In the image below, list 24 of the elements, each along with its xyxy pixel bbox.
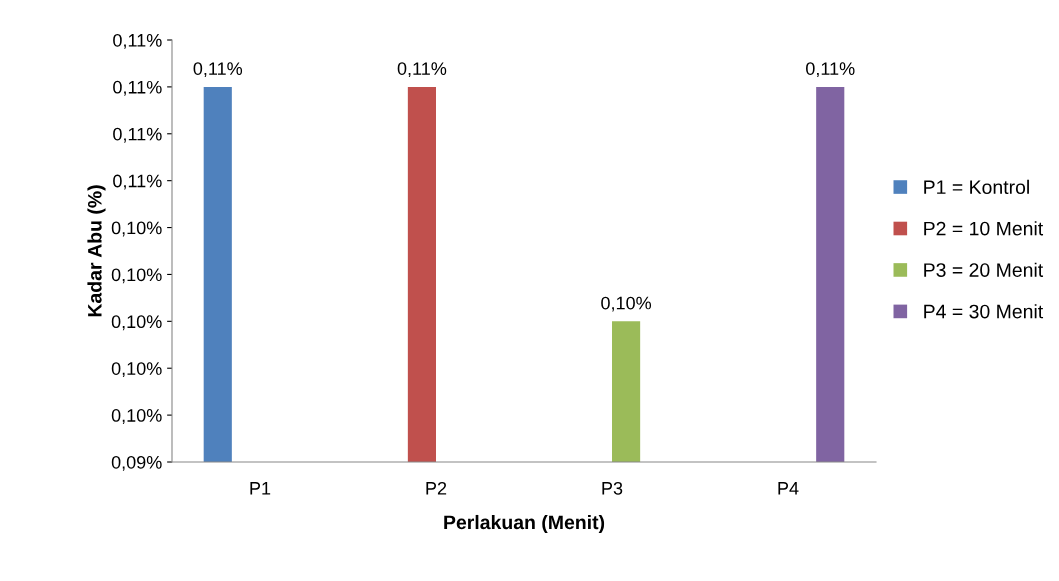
x-tick-label: P2 [426,481,447,495]
y-tick-label: 0,11% [113,174,162,190]
x-tick-label: P3 [602,481,623,495]
legend-label: P2 = 10 Menit [924,221,1044,236]
y-tick-label: 0,09% [111,455,162,471]
y-tick-label: 0,10% [111,409,162,424]
y-tick-label: 0,11% [113,33,162,49]
x-tick-label: P4 [778,482,799,495]
data-label: 0,11% [193,62,243,78]
legend-label: P1 = Kontrol [924,179,1029,195]
y-tick-label: 0,10% [111,268,162,284]
legend-label: P4 = 30 Menit [924,304,1044,319]
y-tick-label: 0,10% [111,362,162,378]
y-tick-label: 0,10% [111,315,162,331]
x-axis-title: Perlakuan (Menit) [444,514,605,534]
x-tick-label: P1 [250,482,271,495]
y-tick-label: 0,10% [111,221,162,237]
y-axis-title: Kadar Abu (%) [87,185,106,317]
data-label: 0,11% [806,62,855,78]
data-label: 0,10% [601,296,652,312]
y-tick-label: 0,11% [113,80,162,96]
y-tick-label: 0,11% [113,127,162,143]
data-label: 0,11% [397,62,447,78]
legend-label: P3 = 20 Menit [924,262,1044,277]
